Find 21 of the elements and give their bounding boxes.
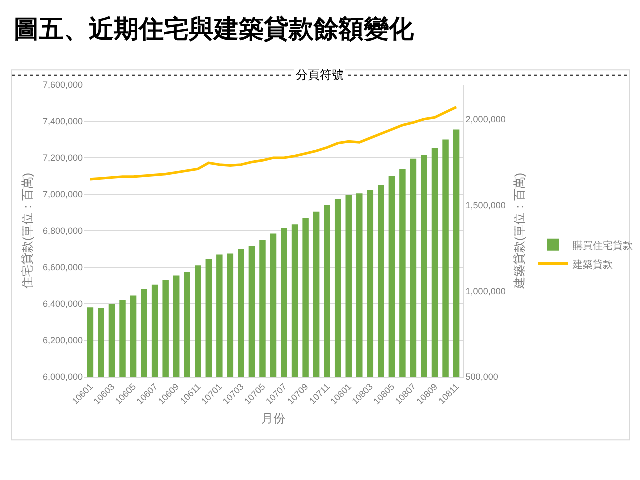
y-tick-label: 7,000,000 [42, 190, 83, 200]
y-tick-label: 6,200,000 [42, 336, 83, 346]
y-tick-label: 6,800,000 [42, 226, 83, 236]
x-axis-title: 月份 [262, 411, 286, 426]
y2-tick-label: 1,500,000 [466, 200, 506, 210]
line-series [89, 106, 458, 181]
y2-tick-label: 2,000,000 [466, 114, 506, 124]
y-tick-label: 7,400,000 [42, 116, 83, 127]
y-tick-label: 6,400,000 [42, 299, 83, 310]
text: 分頁符號 [296, 68, 344, 82]
chart-title: 圖五、近期住宅與建築貸款餘額變化 [14, 14, 416, 44]
y-axis-title: 住宅貸款(單位：百萬) [20, 173, 34, 290]
y2-axis-title: 建築貸款(單位：百萬) [512, 173, 527, 290]
y2-tick-label: 1,000,000 [466, 286, 506, 296]
y2-tick-label: 500,000 [466, 372, 498, 382]
legend-label: 購買住宅貸款 [573, 240, 634, 252]
y-tick-label: 6,000,000 [42, 372, 83, 382]
y-tick-label: 7,200,000 [42, 153, 83, 164]
y-tick-label: 7,600,000 [42, 80, 83, 90]
y-tick-label: 6,600,000 [42, 262, 83, 273]
legend-label: 建築貸款 [572, 258, 614, 271]
